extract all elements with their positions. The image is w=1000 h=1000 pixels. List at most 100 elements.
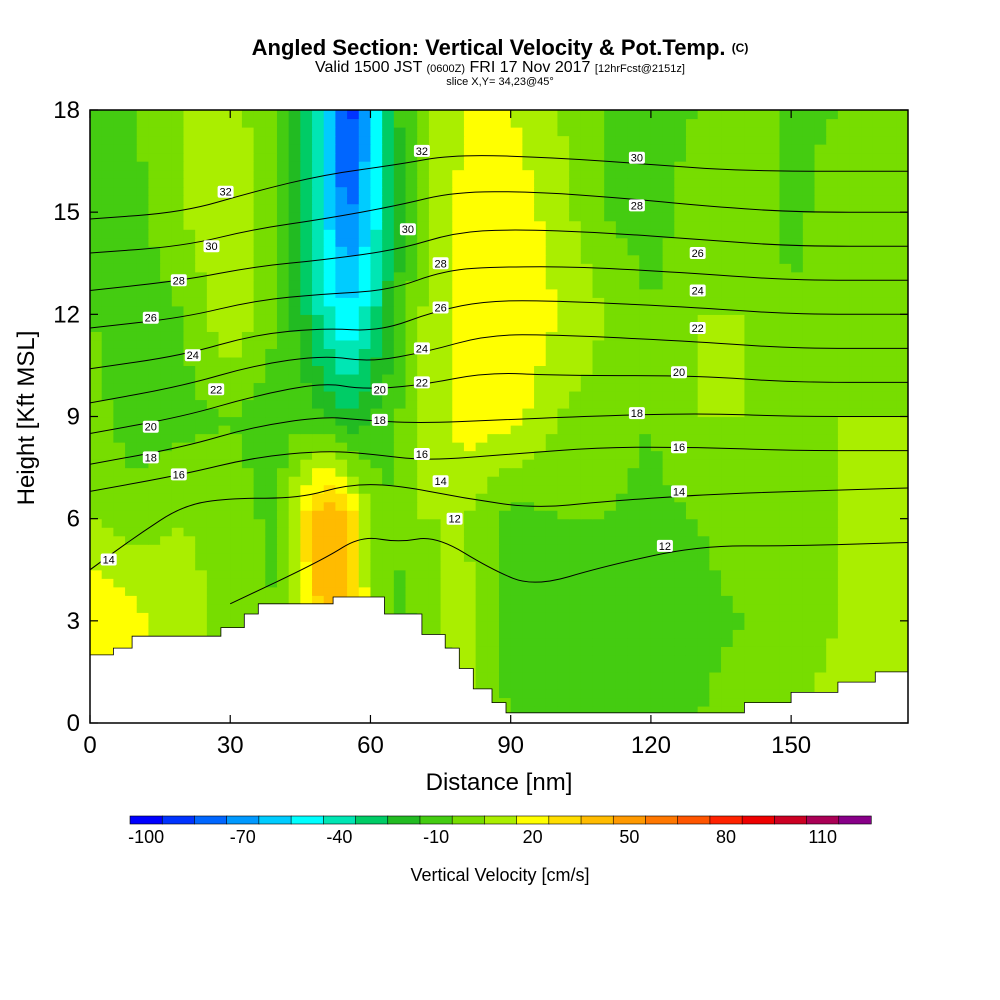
velocity-cell — [791, 152, 804, 162]
velocity-cell — [195, 552, 208, 562]
velocity-cell — [767, 339, 781, 349]
velocity-cell — [896, 442, 908, 452]
velocity-cell — [276, 186, 290, 196]
velocity-cell — [592, 663, 605, 673]
velocity-cell — [428, 144, 442, 154]
velocity-cell — [417, 331, 430, 341]
velocity-cell — [241, 169, 255, 179]
velocity-cell — [826, 390, 839, 401]
velocity-cell — [837, 552, 851, 562]
velocity-cell — [358, 305, 372, 315]
velocity-cell — [230, 442, 243, 452]
velocity-cell — [732, 331, 745, 341]
velocity-cell — [627, 169, 640, 179]
velocity-cell — [230, 178, 243, 188]
velocity-cell — [884, 407, 897, 418]
velocity-cell — [183, 535, 196, 545]
velocity-cell — [709, 654, 722, 664]
velocity-cell — [557, 339, 570, 349]
velocity-cell — [370, 212, 383, 222]
velocity-cell — [417, 220, 430, 230]
velocity-cell — [569, 442, 582, 452]
velocity-cell — [300, 518, 313, 528]
velocity-cell — [312, 356, 325, 367]
velocity-cell — [884, 561, 897, 571]
velocity-cell — [335, 305, 348, 315]
velocity-cell — [896, 493, 908, 503]
velocity-cell — [639, 467, 652, 477]
velocity-cell — [639, 407, 652, 418]
velocity-cell — [767, 331, 781, 341]
velocity-cell — [136, 510, 150, 520]
velocity-cell — [487, 212, 500, 222]
velocity-cell — [884, 348, 897, 358]
velocity-cell — [358, 288, 372, 298]
velocity-cell — [545, 407, 559, 418]
velocity-cell — [312, 493, 325, 503]
velocity-cell — [569, 518, 582, 528]
velocity-cell — [405, 203, 418, 213]
velocity-cell — [463, 646, 477, 656]
velocity-cell — [393, 118, 407, 128]
velocity-cell — [452, 595, 465, 605]
velocity-cell — [814, 527, 827, 537]
velocity-cell — [849, 459, 862, 469]
velocity-cell — [428, 237, 442, 247]
velocity-cell — [872, 305, 886, 315]
velocity-cell — [487, 416, 500, 426]
velocity-cell — [569, 169, 582, 179]
velocity-cell — [148, 586, 161, 596]
velocity-cell — [896, 484, 908, 494]
velocity-cell — [463, 169, 477, 179]
velocity-cell — [452, 356, 465, 367]
velocity-cell — [335, 527, 348, 537]
velocity-cell — [136, 186, 150, 196]
velocity-cell — [791, 339, 804, 349]
velocity-cell — [709, 373, 722, 384]
velocity-cell — [499, 382, 512, 392]
velocity-cell — [183, 118, 196, 128]
velocity-cell — [837, 493, 851, 503]
velocity-cell — [697, 527, 710, 537]
velocity-cell — [276, 254, 290, 264]
velocity-cell — [650, 254, 664, 264]
velocity-cell — [615, 467, 629, 477]
velocity-cell — [125, 246, 138, 256]
velocity-cell — [674, 476, 687, 486]
velocity-cell — [849, 254, 862, 264]
velocity-cell — [849, 612, 862, 622]
velocity-cell — [417, 365, 430, 375]
velocity-cell — [814, 246, 827, 256]
velocity-cell — [393, 390, 407, 401]
velocity-cell — [697, 637, 710, 647]
velocity-cell — [826, 237, 839, 247]
velocity-cell — [347, 390, 360, 401]
velocity-cell — [171, 518, 185, 528]
velocity-cell — [802, 552, 816, 562]
velocity-cell — [241, 254, 255, 264]
velocity-cell — [499, 510, 512, 520]
velocity-cell — [534, 612, 547, 622]
velocity-cell — [685, 144, 699, 154]
velocity-cell — [183, 433, 196, 443]
velocity-cell — [136, 220, 150, 230]
velocity-cell — [440, 135, 453, 145]
velocity-cell — [721, 680, 734, 690]
velocity-cell — [499, 288, 512, 298]
velocity-cell — [312, 578, 325, 588]
velocity-cell — [452, 161, 465, 171]
velocity-cell — [382, 484, 395, 494]
velocity-cell — [744, 322, 757, 332]
velocity-cell — [802, 237, 816, 247]
velocity-cell — [428, 169, 442, 179]
velocity-cell — [160, 535, 173, 545]
velocity-cell — [206, 195, 220, 205]
velocity-cell — [650, 356, 664, 367]
velocity-cell — [463, 527, 477, 537]
velocity-cell — [183, 612, 196, 622]
velocity-cell — [428, 552, 442, 562]
velocity-cell — [709, 646, 722, 656]
velocity-cell — [861, 450, 874, 460]
velocity-cell — [160, 220, 173, 230]
velocity-cell — [393, 484, 407, 494]
